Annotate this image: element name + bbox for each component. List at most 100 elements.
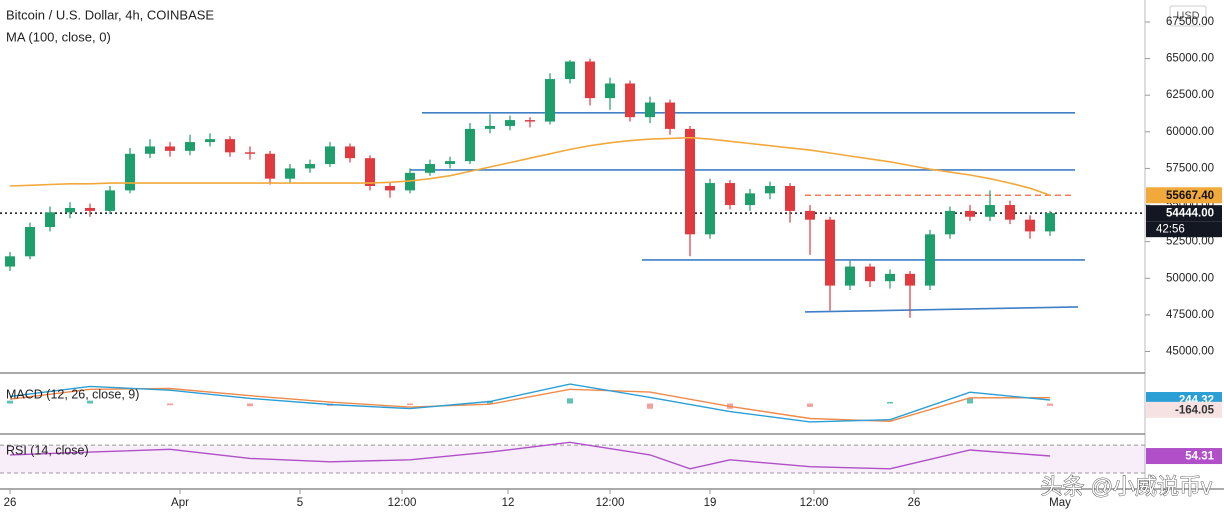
candle-body — [165, 146, 175, 151]
candle-body — [785, 186, 795, 211]
currency-box — [1169, 5, 1207, 27]
histogram-bar — [247, 403, 253, 407]
histogram-bar — [1047, 403, 1053, 406]
candle-body — [345, 146, 355, 159]
candle-body — [625, 83, 635, 118]
candle-body — [25, 227, 35, 257]
candle-body — [525, 120, 535, 122]
ma-line — [9, 136, 1051, 197]
chart-title: Bitcoin / U.S. Dollar, 4h, COINBASE — [6, 7, 214, 22]
countdown: 42:56 — [1156, 224, 1185, 236]
price-badge-label: 54444.00 — [1166, 208, 1214, 220]
histogram-bar — [567, 398, 573, 404]
candle-body — [885, 273, 895, 282]
x-tick-label: 12:00 — [596, 497, 625, 509]
candle-body — [45, 212, 55, 228]
rsi-badge-label: 54.31 — [1185, 451, 1214, 463]
histogram-badge-box — [1146, 401, 1222, 418]
rsi-title: RSI (14, close) — [6, 443, 89, 457]
ma-badge-label: 55667.40 — [1166, 190, 1214, 202]
y-tick-label: 65000.00 — [1166, 53, 1214, 65]
candle-body — [1005, 205, 1015, 220]
candle-body — [125, 153, 135, 191]
candle-body — [205, 139, 215, 143]
histogram-bar — [87, 400, 93, 404]
rsi-band — [0, 445, 1145, 474]
candle-body — [765, 186, 775, 194]
candle-body — [725, 183, 735, 206]
candle-body — [945, 210, 955, 235]
candle-body — [745, 193, 755, 206]
candle-body — [1025, 219, 1035, 232]
candle-body — [485, 125, 495, 129]
candle-body — [365, 158, 375, 186]
candle-body — [825, 219, 835, 286]
y-tick-label: 60000.00 — [1166, 126, 1214, 138]
price-badge-box — [1146, 205, 1222, 222]
candle-body — [585, 61, 595, 99]
candle-body — [145, 146, 155, 154]
candle-body — [5, 256, 15, 267]
histogram-bar — [807, 403, 813, 407]
candle-body — [465, 128, 475, 162]
candle-body — [385, 186, 395, 191]
rsi-line — [9, 441, 1051, 470]
histogram-bar — [407, 403, 413, 406]
y-tick-label: 52500.00 — [1166, 236, 1214, 248]
signal-line — [9, 387, 1051, 423]
candle-body — [325, 146, 335, 165]
candle-body — [865, 266, 875, 282]
candle-body — [985, 205, 995, 217]
histogram-bar — [887, 401, 893, 404]
y-tick-label: 45000.00 — [1166, 346, 1214, 358]
histogram-bar — [647, 403, 653, 409]
candle-body — [685, 128, 695, 235]
candle-body — [105, 190, 115, 211]
macd-line — [9, 383, 1051, 423]
candle-body — [185, 142, 195, 151]
y-tick-label: 50000.00 — [1166, 272, 1214, 284]
y-tick-label: 47500.00 — [1166, 309, 1214, 321]
level-line — [804, 306, 1079, 313]
x-tick-label: May — [1049, 497, 1071, 509]
candle-body — [425, 164, 435, 173]
candle-body — [565, 61, 575, 80]
candle-body — [245, 152, 255, 154]
candle-body — [85, 207, 95, 211]
histogram-bar — [7, 400, 13, 404]
macd-title: MACD (12, 26, close, 9) — [6, 387, 139, 401]
x-tick-label: 12:00 — [800, 497, 829, 509]
candle-body — [505, 120, 515, 126]
watermark: 头条 @小威说币v — [1041, 474, 1212, 499]
countdown-box — [1146, 221, 1222, 238]
candle-body — [545, 79, 555, 122]
candle-body — [265, 153, 275, 179]
candle-body — [925, 234, 935, 286]
currency-label: USD — [1176, 10, 1199, 22]
candle-body — [305, 164, 315, 169]
candle-body — [665, 102, 675, 129]
x-tick-label: 5 — [297, 497, 303, 509]
x-tick-label: 12:00 — [388, 497, 417, 509]
indicator-label: MA (100, close, 0) — [6, 29, 111, 44]
histogram-bar — [167, 403, 173, 406]
y-tick-label: 57500.00 — [1166, 162, 1214, 174]
candle-body — [1045, 213, 1055, 232]
ma-badge-box — [1146, 187, 1222, 204]
candle-body — [445, 161, 455, 165]
candle-body — [645, 102, 655, 118]
x-tick-label: Apr — [171, 497, 189, 509]
x-tick-label: 26 — [908, 497, 921, 509]
candle-body — [65, 207, 75, 213]
candle-body — [225, 139, 235, 153]
y-tick-label: 62500.00 — [1166, 89, 1214, 101]
x-tick-label: 26 — [4, 497, 17, 509]
candle-body — [905, 273, 915, 286]
candle-body — [965, 210, 975, 217]
x-tick-label: 19 — [704, 497, 717, 509]
candle-body — [805, 210, 815, 220]
histogram-badge-label: -164.05 — [1175, 404, 1215, 416]
x-tick-label: 12 — [502, 497, 515, 509]
histogram-bar — [967, 397, 973, 404]
